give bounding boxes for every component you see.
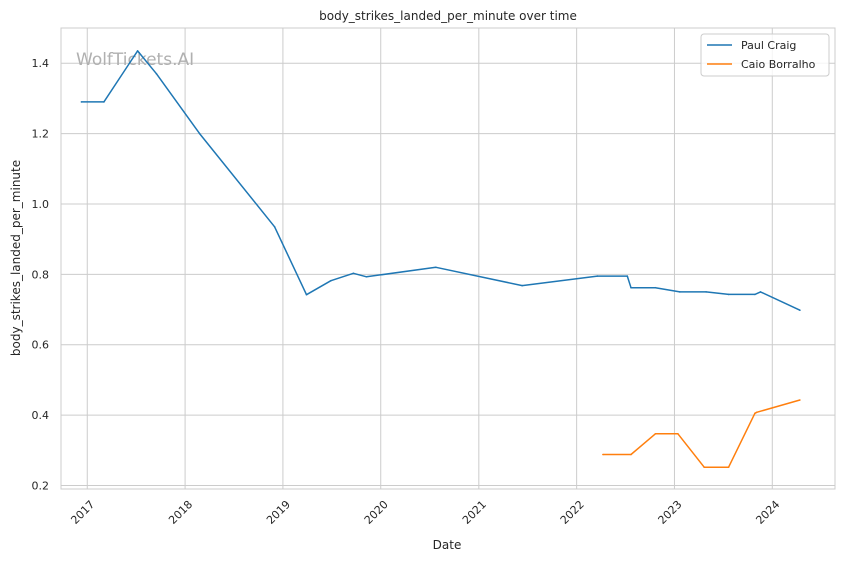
y-tick-label: 0.6 (32, 339, 50, 352)
y-tick-labels: 0.2 0.4 0.6 0.8 1.0 1.2 1.4 (32, 57, 50, 492)
data-point-paul-craig (521, 284, 523, 287)
data-point-paul-craig (198, 132, 201, 135)
data-point-paul-craig (630, 286, 632, 289)
y-tick-label: 0.4 (32, 409, 50, 422)
data-point-paul-craig (759, 291, 762, 293)
data-point-paul-craig (435, 266, 437, 269)
y-tick-label: 0.8 (32, 268, 50, 281)
y-axis-label: body_strikes_landed_per_minute (9, 160, 23, 356)
data-point-caio-borralho (727, 466, 730, 469)
y-tick-label: 0.2 (32, 479, 50, 492)
y-tick-label: 1.2 (32, 128, 50, 141)
y-tick-label: 1.0 (32, 198, 50, 211)
legend: Paul Craig Caio Borralho (700, 33, 830, 77)
data-point-paul-craig (596, 275, 599, 277)
data-point-caio-borralho (630, 453, 632, 456)
data-point-paul-craig (727, 293, 730, 296)
chart-title: body_strikes_landed_per_minute over time (319, 9, 577, 23)
y-tick-label: 1.4 (32, 57, 50, 70)
data-point-caio-borralho (799, 399, 801, 401)
data-point-paul-craig (305, 293, 308, 296)
data-point-caio-borralho (654, 433, 657, 435)
series-layer (80, 50, 801, 469)
x-axis-label: Date (433, 538, 462, 552)
data-point-paul-craig (136, 50, 139, 52)
data-point-caio-borralho (677, 433, 679, 435)
watermark: WolfTickets.AI (76, 50, 194, 70)
data-point-caio-borralho (754, 412, 756, 415)
plot-frame (60, 27, 836, 490)
data-point-paul-craig (80, 101, 83, 103)
y-gridlines (61, 62, 835, 486)
data-point-caio-borralho (703, 466, 705, 469)
data-point-paul-craig (679, 291, 681, 293)
legend-box (700, 33, 830, 77)
data-point-caio-borralho (602, 453, 604, 456)
data-point-paul-craig (103, 101, 105, 103)
data-point-caio-borralho (755, 411, 758, 414)
legend-label-caio-borralho: Caio Borralho (741, 58, 816, 71)
series-line-paul-craig (81, 50, 801, 311)
data-point-paul-craig (352, 272, 355, 275)
x-gridlines (86, 28, 773, 489)
data-point-paul-craig (365, 276, 368, 278)
data-point-paul-craig (754, 293, 756, 296)
data-point-paul-craig (273, 226, 276, 228)
data-point-paul-craig (626, 275, 629, 277)
data-point-paul-craig (705, 291, 707, 293)
data-point-paul-craig (799, 309, 801, 312)
data-point-paul-craig (330, 279, 332, 282)
data-point-paul-craig (654, 286, 657, 289)
data-point-paul-craig (155, 72, 158, 75)
legend-label-paul-craig: Paul Craig (741, 39, 796, 52)
